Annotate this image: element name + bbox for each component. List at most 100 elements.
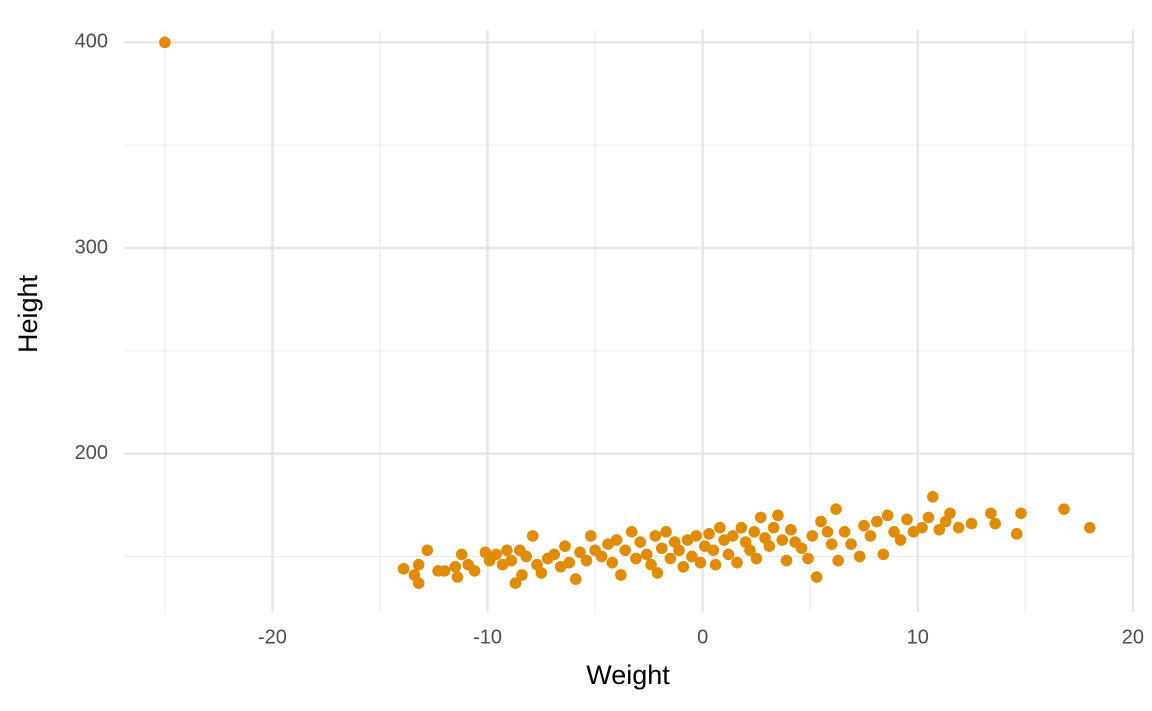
point [726, 530, 739, 542]
point [490, 548, 502, 561]
point [853, 550, 866, 563]
point [595, 550, 608, 563]
y-tick-label: 300 [75, 236, 108, 258]
point [714, 521, 726, 534]
point [772, 509, 784, 522]
point [645, 558, 657, 571]
x-tick-label: 20 [1122, 626, 1144, 648]
point [451, 571, 464, 583]
point [501, 544, 513, 557]
point [664, 552, 677, 565]
point [694, 556, 707, 569]
point [580, 554, 593, 567]
point [698, 540, 711, 552]
point [718, 534, 730, 546]
point [548, 548, 561, 561]
y-tick-label: 200 [75, 442, 108, 464]
x-tick-label: 10 [907, 626, 929, 648]
point [412, 558, 425, 571]
point [615, 569, 627, 581]
point [468, 565, 481, 577]
point [785, 523, 797, 536]
point [649, 530, 662, 542]
point [602, 538, 614, 550]
point [1010, 528, 1023, 540]
point [526, 530, 539, 542]
point [455, 548, 468, 561]
point [559, 540, 571, 552]
point [864, 530, 877, 542]
point [754, 511, 767, 524]
point [397, 563, 410, 575]
point [735, 521, 748, 534]
point [1084, 521, 1096, 534]
point [763, 540, 776, 552]
point [888, 525, 900, 538]
point [927, 491, 939, 503]
point [707, 544, 720, 557]
point [569, 573, 582, 585]
point [750, 552, 763, 565]
point [686, 550, 698, 563]
point [505, 554, 517, 567]
point [438, 565, 451, 577]
point [881, 509, 894, 522]
point [619, 544, 631, 557]
point [894, 534, 907, 546]
point [776, 534, 789, 546]
point [858, 519, 870, 532]
point [673, 544, 685, 557]
point [965, 517, 978, 530]
point [815, 515, 827, 528]
point [731, 556, 743, 569]
point [810, 571, 823, 583]
point [871, 515, 883, 528]
point [838, 525, 851, 538]
point [449, 560, 462, 573]
point [744, 544, 756, 557]
point [554, 560, 567, 573]
point [877, 548, 890, 561]
x-tick-label: -10 [473, 626, 502, 648]
point [933, 523, 946, 536]
point [832, 554, 844, 567]
point [748, 525, 761, 538]
point [825, 538, 838, 550]
point [516, 569, 528, 581]
point [651, 567, 664, 579]
point [795, 542, 808, 555]
point [780, 554, 793, 567]
point [709, 558, 722, 571]
point [563, 556, 576, 569]
point [159, 36, 171, 49]
point [845, 538, 857, 550]
point [584, 530, 597, 542]
point [767, 521, 780, 534]
x-tick-label: 0 [697, 626, 708, 648]
point [677, 560, 690, 573]
point [985, 507, 997, 520]
point [496, 558, 509, 571]
point [535, 567, 548, 579]
point [1058, 503, 1070, 515]
point [907, 525, 920, 538]
point [421, 544, 434, 557]
point [660, 525, 672, 538]
x-axis-title: Weight [586, 660, 670, 690]
point [640, 548, 653, 561]
point [625, 525, 638, 538]
point [830, 503, 842, 515]
point [821, 525, 834, 538]
point [630, 552, 642, 565]
point [722, 548, 735, 561]
point [1015, 507, 1027, 520]
point [681, 534, 694, 546]
point [989, 517, 1001, 530]
point [634, 536, 647, 548]
point [509, 577, 522, 590]
point [806, 530, 819, 542]
x-tick-label: -20 [258, 626, 287, 648]
point [610, 534, 623, 546]
point [574, 546, 586, 559]
